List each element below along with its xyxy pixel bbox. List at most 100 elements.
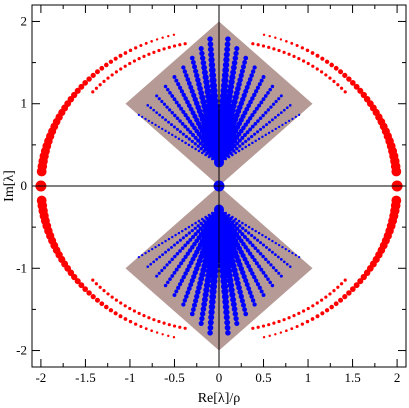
red-point bbox=[360, 91, 367, 99]
blue-point bbox=[168, 91, 172, 95]
blue-point bbox=[224, 157, 228, 161]
blue-point bbox=[184, 141, 187, 145]
x-tick-label: -1 bbox=[125, 370, 136, 385]
blue-point bbox=[222, 66, 230, 74]
blue-point bbox=[227, 213, 231, 217]
blue-point bbox=[271, 266, 276, 270]
blue-point bbox=[266, 108, 271, 112]
blue-point bbox=[165, 263, 169, 267]
red-point bbox=[290, 41, 294, 45]
x-tick-label: -0.5 bbox=[164, 370, 185, 385]
blue-point bbox=[155, 111, 159, 114]
red-point bbox=[311, 304, 315, 308]
blue-point bbox=[180, 246, 185, 250]
blue-point bbox=[298, 113, 301, 116]
blue-point bbox=[179, 106, 184, 111]
blue-point bbox=[207, 324, 214, 331]
red-point bbox=[82, 80, 88, 86]
blue-point bbox=[274, 241, 277, 245]
blue-point bbox=[253, 89, 259, 94]
blue-point bbox=[276, 255, 280, 259]
blue-point bbox=[246, 263, 252, 269]
x-tick-label: 0 bbox=[216, 370, 223, 385]
blue-point bbox=[158, 255, 162, 259]
blue-point bbox=[250, 271, 255, 276]
blue-point bbox=[188, 84, 194, 90]
blue-point bbox=[250, 254, 255, 259]
blue-point bbox=[274, 268, 278, 273]
blue-point bbox=[164, 239, 167, 243]
blue-point bbox=[203, 282, 211, 289]
blue-point bbox=[177, 231, 181, 235]
red-point bbox=[320, 70, 324, 74]
blue-point bbox=[238, 224, 242, 228]
blue-point bbox=[172, 270, 177, 275]
red-point bbox=[98, 83, 102, 87]
red-point bbox=[295, 324, 299, 329]
blue-point bbox=[184, 227, 187, 231]
blue-point bbox=[230, 64, 237, 71]
blue-point bbox=[196, 144, 200, 148]
blue-point bbox=[284, 121, 287, 125]
red-point bbox=[267, 323, 271, 327]
blue-point bbox=[247, 77, 253, 82]
blue-point bbox=[244, 84, 250, 90]
blue-point bbox=[279, 94, 283, 98]
blue-point bbox=[190, 307, 196, 312]
blue-point bbox=[221, 76, 229, 84]
blue-point bbox=[256, 119, 260, 123]
blue-point bbox=[228, 286, 235, 294]
blue-point bbox=[247, 231, 251, 235]
blue-point bbox=[244, 260, 250, 266]
blue-point bbox=[222, 298, 230, 306]
blue-point bbox=[273, 115, 277, 119]
blue-point bbox=[185, 77, 191, 82]
blue-point bbox=[244, 229, 248, 233]
blue-point bbox=[202, 149, 206, 153]
blue-point bbox=[210, 211, 214, 215]
blue-point bbox=[250, 69, 256, 74]
blue-point bbox=[244, 223, 247, 227]
blue-point bbox=[224, 319, 231, 326]
blue-point bbox=[141, 254, 144, 257]
blue-point bbox=[238, 238, 244, 244]
blue-point bbox=[241, 125, 246, 131]
red-point bbox=[147, 316, 151, 320]
blue-point bbox=[160, 99, 164, 104]
red-point bbox=[315, 314, 320, 319]
blue-point bbox=[157, 125, 161, 129]
red-point bbox=[297, 57, 301, 61]
blue-point bbox=[230, 69, 237, 76]
blue-point bbox=[267, 120, 271, 124]
red-point bbox=[272, 321, 276, 325]
blue-point bbox=[177, 282, 183, 287]
red-point bbox=[90, 294, 96, 300]
blue-point bbox=[181, 65, 186, 70]
red-point bbox=[78, 282, 85, 289]
blue-point bbox=[232, 55, 239, 61]
blue-point bbox=[244, 282, 250, 288]
blue-point bbox=[183, 254, 188, 259]
blue-point bbox=[262, 243, 266, 247]
blue-point bbox=[261, 293, 266, 297]
blue-point bbox=[271, 129, 274, 133]
blue-point bbox=[141, 115, 144, 118]
blue-point bbox=[197, 280, 203, 287]
blue-point bbox=[181, 274, 186, 280]
blue-point bbox=[181, 257, 186, 263]
blue-point bbox=[188, 106, 194, 112]
red-point bbox=[128, 319, 133, 324]
red-point bbox=[128, 48, 133, 53]
y-tick-label: 2 bbox=[21, 13, 28, 28]
red-point bbox=[267, 45, 271, 49]
blue-point bbox=[233, 50, 239, 57]
blue-point bbox=[207, 41, 214, 48]
blue-point bbox=[244, 106, 250, 112]
red-point bbox=[157, 48, 161, 53]
blue-point bbox=[189, 311, 195, 317]
blue-point bbox=[245, 119, 251, 124]
blue-point bbox=[210, 277, 218, 285]
blue-point bbox=[199, 146, 203, 151]
blue-point bbox=[185, 127, 190, 132]
